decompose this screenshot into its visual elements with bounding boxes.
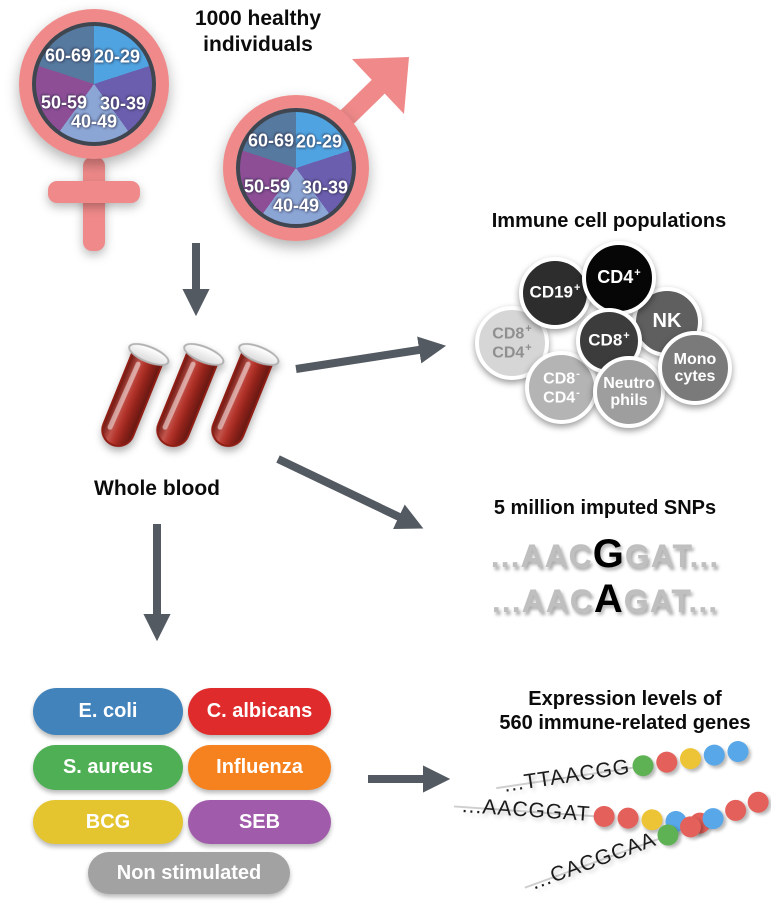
whole-blood-label: Whole blood bbox=[94, 477, 220, 500]
cell-cd19: CD19+ bbox=[519, 257, 591, 329]
age-label-20-29: 20-29 bbox=[295, 131, 343, 152]
expression-dot bbox=[722, 796, 750, 824]
stimulus-seb: SEB bbox=[188, 800, 331, 844]
age-label-40-49: 40-49 bbox=[272, 195, 320, 216]
stimulus-bcg: BCG bbox=[33, 800, 183, 844]
arrow-blood-to-cells bbox=[295, 336, 447, 373]
age-label-50-59: 50-59 bbox=[40, 92, 88, 113]
snps-section: 5 million imputed SNPs ...AACGGAT... ...… bbox=[445, 496, 765, 622]
female-symbol-stem bbox=[83, 157, 105, 251]
gene-row-1: ...TTAACGG bbox=[502, 738, 751, 798]
snp-sequence-2: ...AACAGAT... bbox=[491, 577, 719, 622]
expression-dot bbox=[744, 788, 771, 816]
expression-dot bbox=[592, 804, 616, 828]
age-label-40-49: 40-49 bbox=[70, 111, 118, 132]
cell-cd4: CD4+ bbox=[582, 241, 656, 315]
age-label-50-59: 50-59 bbox=[243, 176, 291, 197]
age-label-60-69: 60-69 bbox=[44, 45, 92, 66]
age-label-30-39: 30-39 bbox=[301, 177, 349, 198]
stimulus-ecoli: E. coli bbox=[33, 688, 183, 735]
female-age-pie: 20-29 30-39 40-49 50-59 60-69 bbox=[32, 22, 156, 146]
immune-cells-title: Immune cell populations bbox=[491, 210, 727, 232]
female-symbol-crossbar bbox=[48, 181, 140, 203]
expression-dot bbox=[655, 749, 680, 774]
expression-dot bbox=[699, 804, 727, 832]
arrow-blood-to-snps bbox=[276, 455, 424, 530]
figure-title: 1000 healthy individuals bbox=[194, 7, 322, 56]
expression-dot bbox=[677, 812, 705, 840]
expression-dot bbox=[616, 806, 639, 829]
expression-dot bbox=[678, 746, 703, 771]
cell-neutrophils: Neutro phils bbox=[593, 356, 665, 428]
cell-monocytes: Mono cytes bbox=[658, 331, 732, 405]
expression-dot bbox=[702, 742, 727, 767]
stimulus-calbicans: C. albicans bbox=[188, 688, 331, 735]
expression-dot bbox=[726, 739, 751, 763]
age-label-60-69: 60-69 bbox=[247, 130, 295, 151]
age-label-20-29: 20-29 bbox=[93, 46, 141, 67]
stimulus-nonstimulated: Non stimulated bbox=[88, 852, 290, 894]
expression-dot bbox=[654, 820, 682, 848]
male-symbol-arrow-shaft bbox=[331, 78, 387, 133]
snps-title: 5 million imputed SNPs bbox=[493, 497, 717, 519]
snp-sequence-1: ...AACGGAT... bbox=[490, 532, 720, 577]
stimulus-saureus: S. aureus bbox=[33, 745, 183, 790]
expression-title: Expression levels of 560 immune-related … bbox=[499, 688, 751, 735]
stimulus-influenza: Influenza bbox=[188, 745, 331, 790]
male-symbol-arrow-head bbox=[352, 57, 409, 114]
male-age-pie: 20-29 30-39 40-49 50-59 60-69 bbox=[236, 108, 356, 228]
expression-dot bbox=[631, 753, 656, 778]
age-label-30-39: 30-39 bbox=[99, 93, 147, 114]
